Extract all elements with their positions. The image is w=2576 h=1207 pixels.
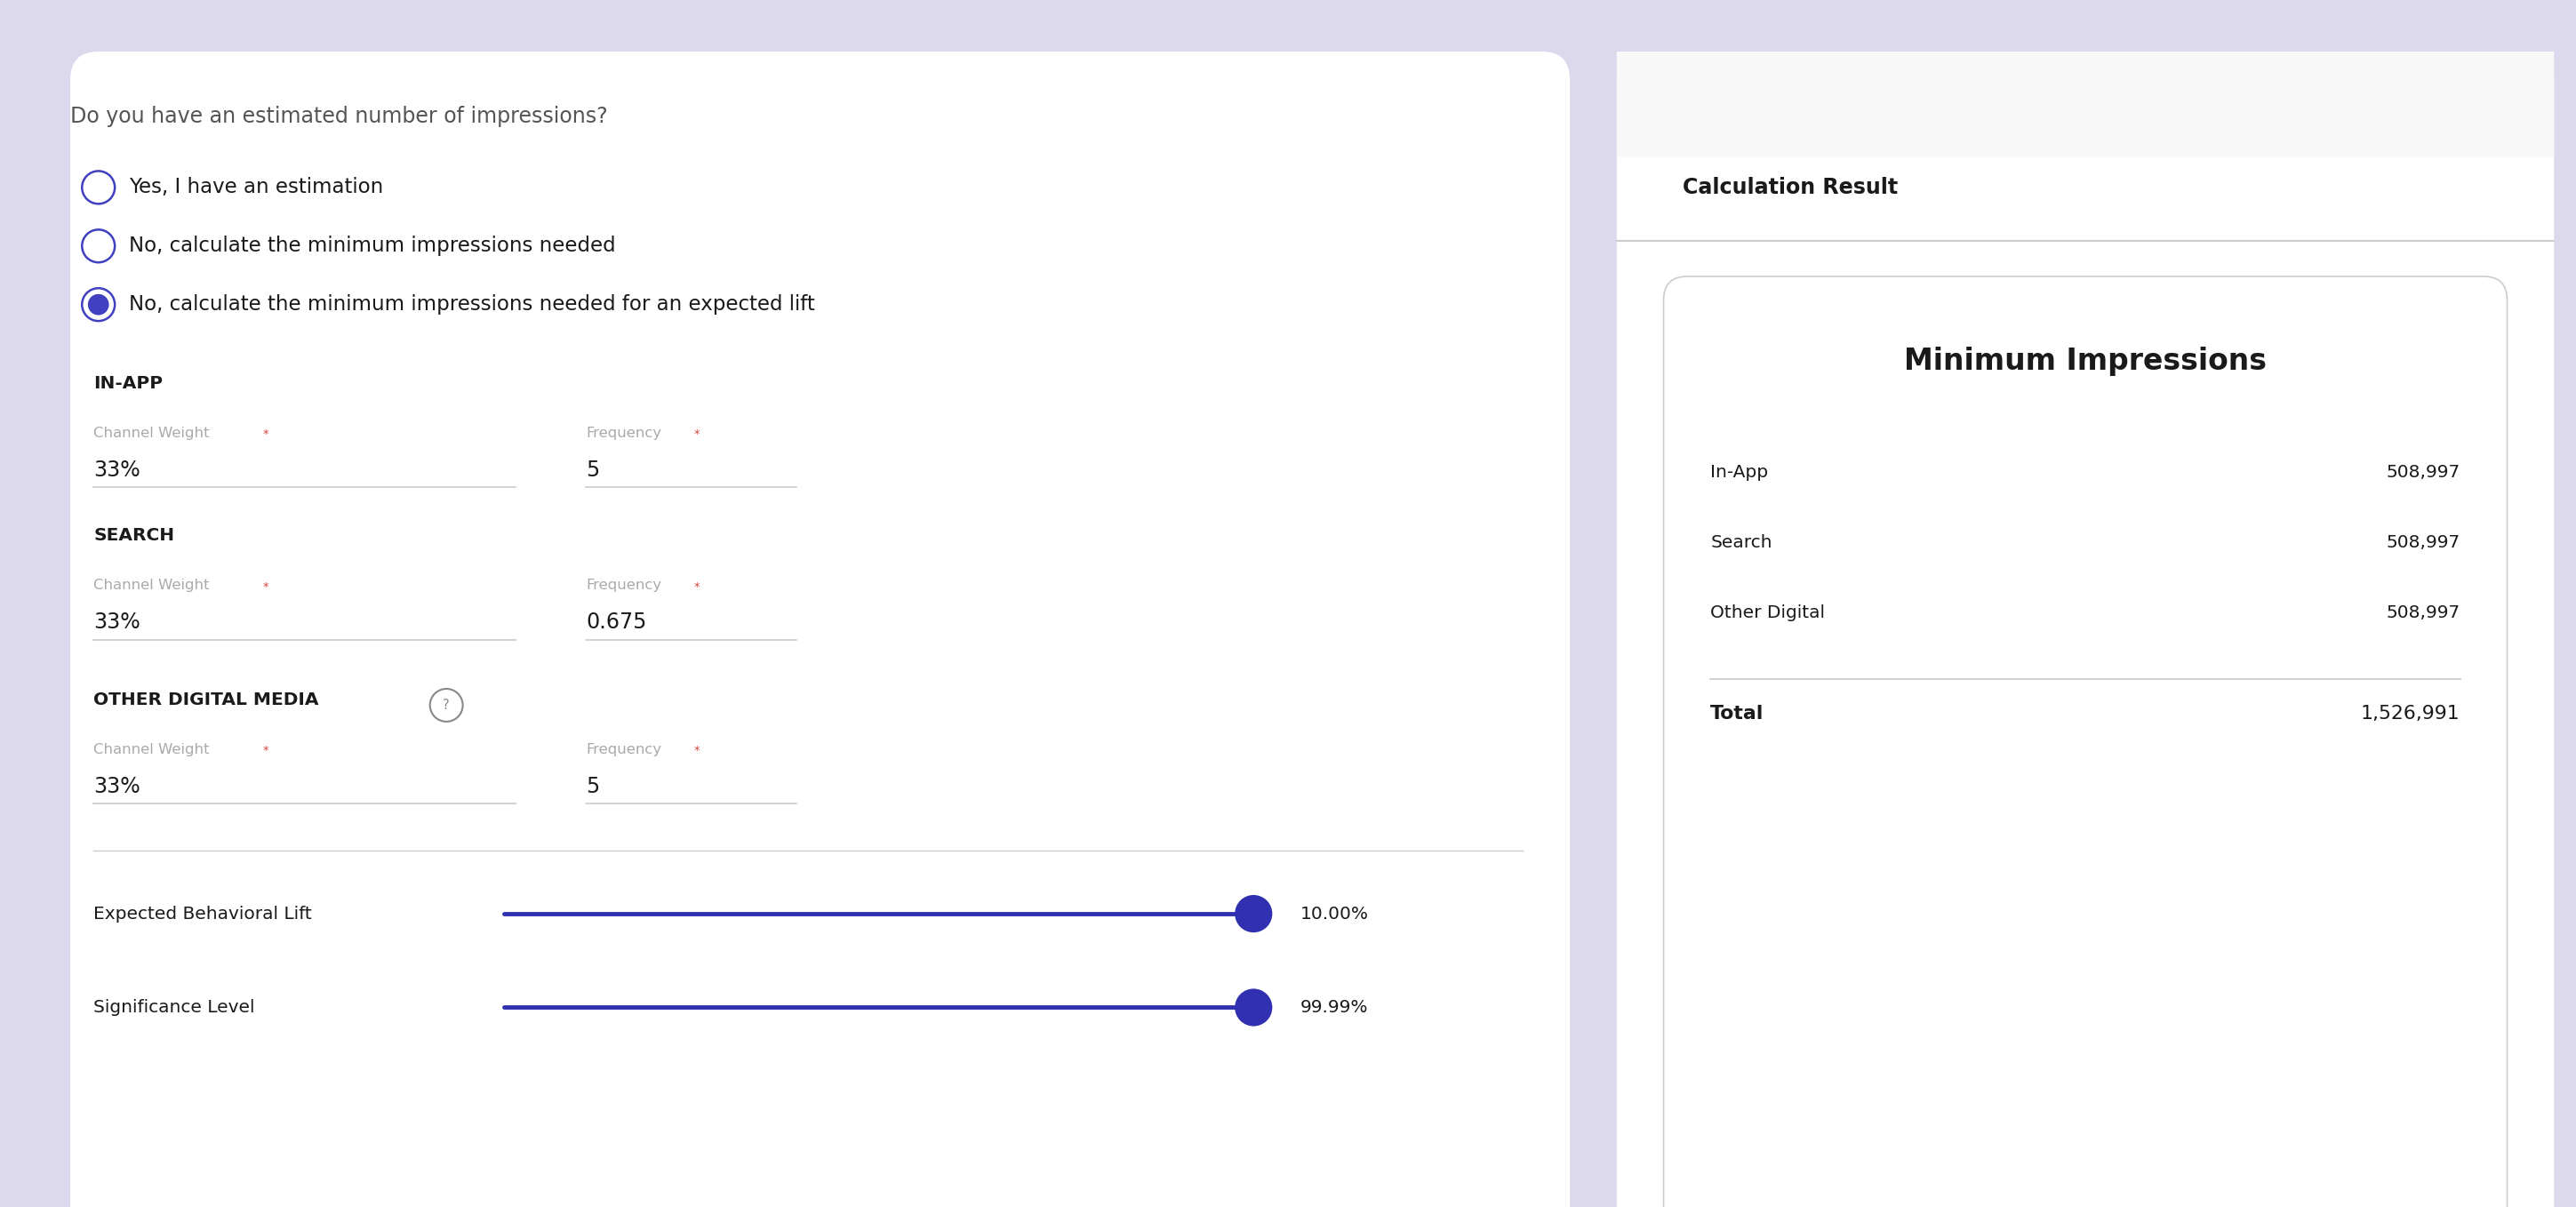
Text: IN-APP: IN-APP: [93, 375, 162, 392]
Text: Channel Weight: Channel Weight: [93, 426, 209, 439]
Text: *: *: [263, 581, 268, 593]
Text: Frequency: Frequency: [585, 426, 662, 439]
FancyBboxPatch shape: [70, 52, 1569, 1207]
Text: Total: Total: [1710, 705, 1765, 723]
Circle shape: [1234, 989, 1273, 1026]
Text: 5: 5: [585, 776, 600, 797]
Text: Yes, I have an estimation: Yes, I have an estimation: [129, 177, 384, 198]
Text: Significance Level: Significance Level: [93, 999, 255, 1016]
FancyBboxPatch shape: [1618, 52, 2553, 157]
Text: 99.99%: 99.99%: [1301, 999, 1368, 1016]
Text: *: *: [693, 745, 698, 757]
Text: 508,997: 508,997: [2385, 535, 2460, 552]
Text: 508,997: 508,997: [2385, 463, 2460, 480]
Circle shape: [88, 295, 108, 315]
Circle shape: [1234, 894, 1273, 933]
Text: Other Digital: Other Digital: [1710, 605, 1826, 622]
FancyBboxPatch shape: [1664, 276, 2506, 1207]
Text: Channel Weight: Channel Weight: [93, 578, 209, 591]
Text: 5: 5: [585, 459, 600, 480]
Text: *: *: [263, 745, 268, 757]
Text: 1,526,991: 1,526,991: [2362, 705, 2460, 723]
Text: Calculation Result: Calculation Result: [1682, 176, 1899, 198]
Text: ?: ?: [443, 699, 451, 712]
FancyBboxPatch shape: [1618, 52, 2553, 1207]
Text: SEARCH: SEARCH: [93, 527, 175, 544]
Text: Do you have an estimated number of impressions?: Do you have an estimated number of impre…: [70, 105, 608, 127]
Text: No, calculate the minimum impressions needed: No, calculate the minimum impressions ne…: [129, 235, 616, 256]
Text: 33%: 33%: [93, 612, 142, 632]
Text: *: *: [693, 581, 698, 593]
Text: Minimum Impressions: Minimum Impressions: [1904, 346, 2267, 377]
Text: Expected Behavioral Lift: Expected Behavioral Lift: [93, 905, 312, 922]
Text: OTHER DIGITAL MEDIA: OTHER DIGITAL MEDIA: [93, 692, 319, 709]
Text: Frequency: Frequency: [585, 742, 662, 756]
Text: *: *: [693, 428, 698, 441]
Text: Channel Weight: Channel Weight: [93, 742, 209, 756]
Text: Search: Search: [1710, 535, 1772, 552]
Text: No, calculate the minimum impressions needed for an expected lift: No, calculate the minimum impressions ne…: [129, 295, 814, 315]
Text: 10.00%: 10.00%: [1301, 905, 1368, 922]
Text: 508,997: 508,997: [2385, 605, 2460, 622]
Text: 33%: 33%: [93, 776, 142, 797]
Text: 0.675: 0.675: [585, 612, 647, 632]
Text: 33%: 33%: [93, 459, 142, 480]
Text: *: *: [263, 428, 268, 441]
Text: Frequency: Frequency: [585, 578, 662, 591]
Text: In-App: In-App: [1710, 463, 1767, 480]
